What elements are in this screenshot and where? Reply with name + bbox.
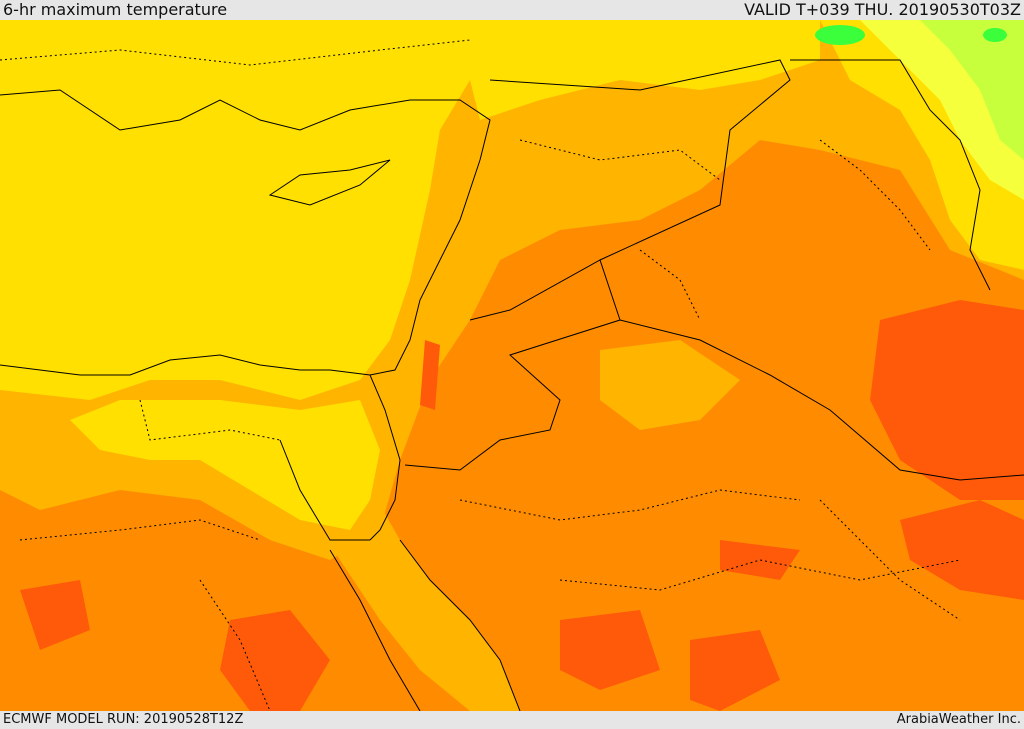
hot-region-south-1 bbox=[220, 610, 330, 711]
credit-label: ArabiaWeather Inc. bbox=[896, 712, 1021, 727]
header-bar: 6-hr maximum temperature VALID T+039 THU… bbox=[0, 0, 1024, 20]
coastline-turkey bbox=[0, 89, 491, 161]
yellow-region-north-strip bbox=[470, 20, 820, 120]
hot-region-iraq-south bbox=[870, 300, 1024, 500]
coastline-gulf-suez bbox=[279, 439, 370, 541]
green-patch-1 bbox=[815, 25, 865, 45]
coastline-cyprus bbox=[268, 159, 391, 206]
map-title: 6-hr maximum temperature bbox=[3, 0, 228, 19]
footer-bar: ECMWF MODEL RUN: 20190528T12Z ArabiaWeat… bbox=[0, 711, 1024, 729]
border-egypt-israel bbox=[369, 374, 401, 461]
internal-borders-layer bbox=[0, 39, 961, 711]
green-patch-2 bbox=[983, 28, 1007, 42]
valid-time-label: VALID T+039 THU. 20190530T03Z bbox=[744, 0, 1021, 19]
border-syria-iraq bbox=[489, 59, 791, 261]
coastline-egypt-north bbox=[0, 354, 371, 376]
border-iraq-saudi bbox=[619, 319, 1024, 481]
temperature-map bbox=[0, 20, 1024, 711]
hot-region-jordan-valley bbox=[420, 340, 440, 410]
hot-region-south-4 bbox=[690, 630, 780, 711]
yellow-region-egypt bbox=[70, 400, 380, 530]
coastline-redsea-east bbox=[399, 539, 521, 711]
coastline-levant bbox=[369, 159, 481, 376]
yellow-green-region bbox=[920, 20, 1024, 160]
hot-region-east-gulf bbox=[900, 500, 1024, 600]
coastline-redsea-west bbox=[329, 549, 421, 711]
hot-region-south-3 bbox=[720, 540, 800, 580]
gold-region-central bbox=[600, 340, 740, 430]
borders-layer bbox=[0, 59, 1024, 711]
border-iraq-iran bbox=[790, 59, 991, 291]
coastline-aqaba bbox=[369, 459, 401, 541]
yellow-region-med bbox=[0, 20, 470, 400]
border-jordan-saudi bbox=[404, 259, 621, 471]
hot-region-south-2 bbox=[560, 610, 660, 690]
hot-region-sw bbox=[20, 580, 90, 650]
model-run-label: ECMWF MODEL RUN: 20190528T12Z bbox=[3, 712, 244, 727]
